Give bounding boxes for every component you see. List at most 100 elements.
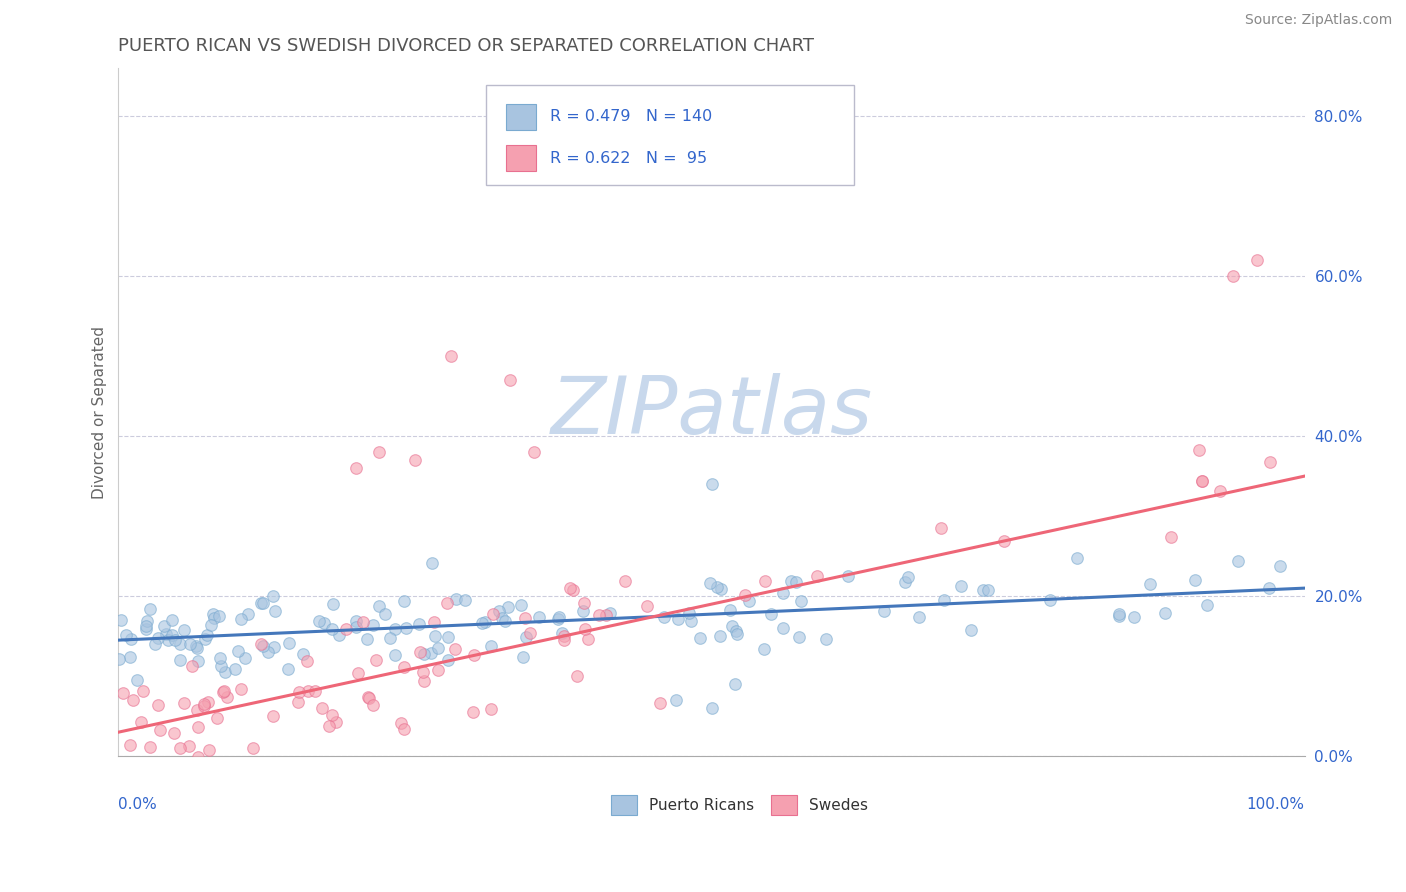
Point (344, 614, 367, 628)
Point (169, 653, 191, 667)
Point (574, 622, 596, 636)
Point (108, 651, 131, 665)
Point (444, 591, 467, 606)
Point (224, 662, 246, 676)
Point (681, 614, 703, 628)
Point (197, 695, 219, 709)
Point (436, 596, 458, 610)
Point (710, 582, 733, 596)
Point (458, 767, 481, 781)
Point (547, 612, 569, 626)
Text: R = 0.622   N =  95: R = 0.622 N = 95 (550, 151, 707, 166)
Point (195, 628, 218, 642)
Point (118, 649, 141, 664)
Point (666, 611, 689, 625)
Point (1154, 606, 1177, 620)
Text: R = 0.479   N = 140: R = 0.479 N = 140 (550, 110, 713, 124)
Point (494, 614, 516, 628)
Point (1108, 608, 1130, 623)
Point (163, 726, 186, 740)
FancyBboxPatch shape (506, 103, 536, 130)
Point (118, 738, 141, 752)
Point (1108, 607, 1130, 621)
Point (1184, 573, 1206, 587)
Point (553, 632, 575, 647)
Text: Swedes: Swedes (808, 797, 868, 813)
Point (111, 686, 134, 700)
Point (972, 583, 994, 598)
Point (389, 715, 412, 730)
Point (1139, 577, 1161, 591)
Point (394, 722, 416, 736)
Point (420, 557, 443, 571)
Point (163, 633, 186, 648)
Point (187, 749, 209, 764)
Point (169, 740, 191, 755)
Point (873, 604, 896, 618)
Point (214, 665, 236, 679)
Point (482, 607, 505, 621)
Point (252, 639, 274, 653)
Point (613, 574, 636, 588)
Point (652, 609, 675, 624)
Point (515, 610, 537, 624)
Point (1222, 268, 1244, 283)
Point (404, 453, 426, 467)
Point (454, 593, 477, 607)
Text: ZIPatlas: ZIPatlas (551, 373, 873, 451)
Point (571, 604, 593, 618)
FancyBboxPatch shape (506, 145, 536, 171)
Point (394, 659, 416, 673)
Point (427, 641, 450, 656)
Point (202, 611, 225, 625)
Point (173, 696, 195, 710)
Point (814, 632, 837, 646)
Point (271, 758, 294, 772)
Point (1191, 474, 1213, 488)
Point (364, 653, 387, 667)
Point (908, 610, 931, 624)
Text: 100.0%: 100.0% (1247, 797, 1305, 813)
Point (179, 739, 201, 753)
Point (374, 607, 396, 621)
Point (135, 618, 157, 632)
Point (187, 654, 209, 668)
Point (384, 648, 406, 662)
Point (229, 682, 252, 697)
Point (291, 648, 314, 662)
Point (1122, 610, 1144, 624)
Point (278, 636, 301, 650)
Point (720, 603, 742, 617)
Point (143, 637, 166, 651)
Point (179, 637, 201, 651)
Point (229, 612, 252, 626)
Text: PUERTO RICAN VS SWEDISH DIVORCED OR SEPARATED CORRELATION CHART: PUERTO RICAN VS SWEDISH DIVORCED OR SEPA… (118, 37, 814, 55)
Point (295, 654, 318, 668)
Point (135, 622, 157, 636)
Point (304, 683, 326, 698)
Point (209, 659, 232, 673)
Point (252, 596, 274, 610)
Point (706, 580, 728, 594)
Point (344, 620, 367, 634)
Point (588, 608, 610, 623)
Point (1246, 253, 1268, 268)
Point (215, 690, 238, 705)
Point (193, 698, 215, 713)
Point (551, 626, 574, 640)
Point (1260, 455, 1282, 469)
Point (439, 349, 461, 363)
Point (488, 604, 510, 618)
Point (599, 606, 621, 620)
Point (209, 651, 232, 665)
Point (250, 596, 273, 610)
Point (510, 599, 533, 613)
Point (950, 579, 973, 593)
Point (162, 613, 184, 627)
Point (194, 632, 217, 646)
Point (352, 615, 374, 630)
Point (1209, 483, 1232, 498)
Point (709, 629, 731, 643)
Point (121, 693, 143, 707)
Point (426, 663, 449, 677)
